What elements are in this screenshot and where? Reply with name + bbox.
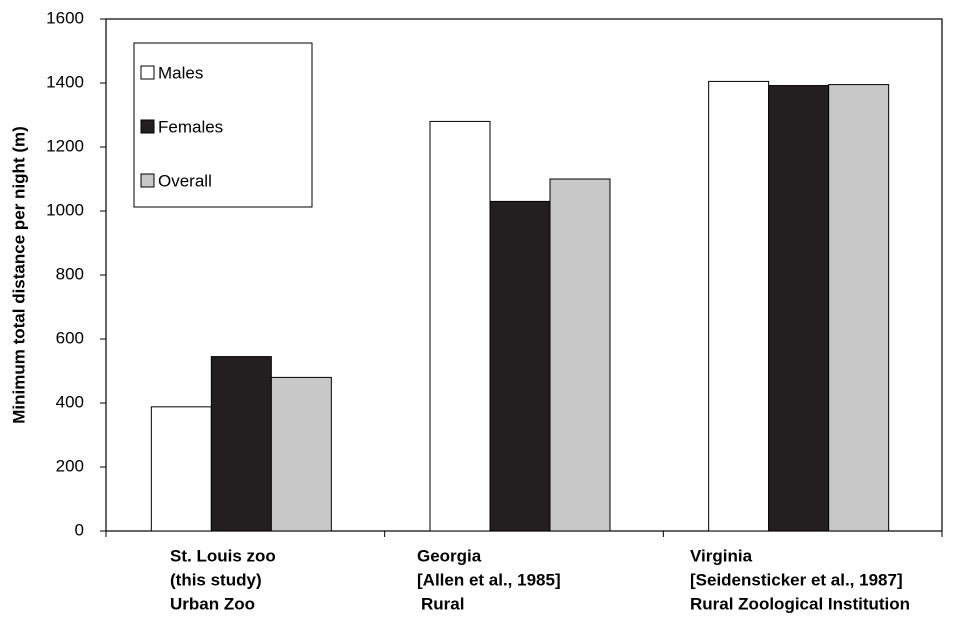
bar: [270, 376, 332, 532]
legend-swatch: [140, 119, 155, 134]
x-tick-label: Rural: [421, 594, 464, 613]
bar: [429, 120, 491, 532]
x-tick-label: Rural Zoological Institution: [690, 594, 910, 613]
y-tick-label: 800: [56, 264, 84, 283]
bar: [708, 80, 770, 532]
bar: [828, 84, 890, 532]
x-tick-label: St. Louis zoo: [170, 546, 276, 565]
y-tick-label: 1200: [46, 136, 84, 155]
y-tick-label: 0: [75, 520, 84, 539]
bar: [210, 356, 272, 532]
x-tick-label: Georgia: [417, 546, 482, 565]
x-tick-label: Urban Zoo: [170, 594, 255, 613]
y-tick-label: 600: [56, 328, 84, 347]
legend-swatch: [140, 173, 155, 188]
x-tick-label: (this study): [170, 570, 262, 589]
y-tick-label: 400: [56, 392, 84, 411]
legend-label: Males: [158, 63, 203, 82]
legend-swatch: [140, 65, 155, 80]
x-tick-label: [Allen et al., 1985]: [417, 570, 561, 589]
y-tick-label: 1400: [46, 72, 84, 91]
bar: [549, 178, 611, 532]
y-tick-label: 1600: [46, 8, 84, 27]
y-tick-label: 1000: [46, 200, 84, 219]
y-axis-label: Minimum total distance per night (m): [9, 126, 28, 424]
legend-label: Overall: [158, 171, 212, 190]
legend-box: [133, 42, 313, 208]
bar: [150, 406, 212, 532]
y-tick-label: 200: [56, 456, 84, 475]
bar: [768, 85, 830, 532]
x-tick-label: [Seidensticker et al., 1987]: [690, 570, 903, 589]
bar: [489, 200, 551, 532]
x-tick-label: Virginia: [690, 546, 753, 565]
legend-label: Females: [158, 117, 223, 136]
